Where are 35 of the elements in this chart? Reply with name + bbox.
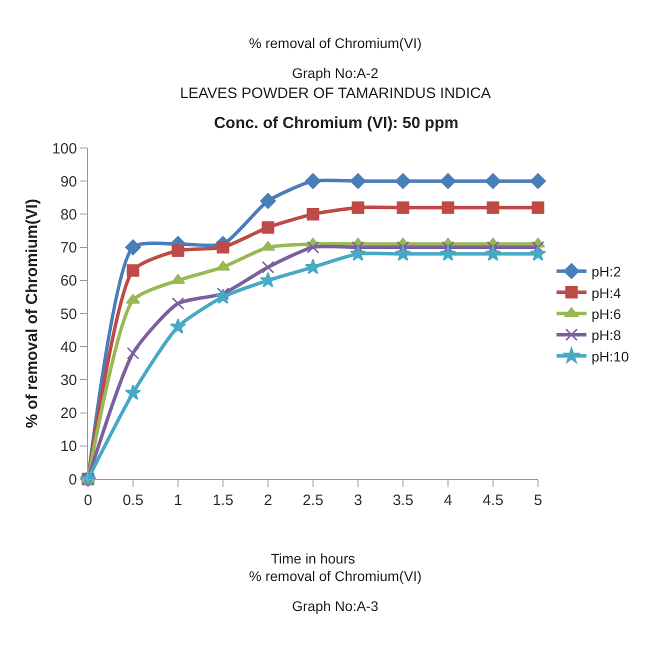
x-tick-label: 1.5 xyxy=(212,492,234,509)
y-tick-label: 0 xyxy=(68,471,77,488)
y-tick-label: 100 xyxy=(52,140,77,158)
y-tick-label: 80 xyxy=(60,206,77,224)
x-tick-label: 4 xyxy=(444,492,452,509)
legend-label: pH:6 xyxy=(592,306,622,322)
text: % removal of Chromium(VI) xyxy=(249,568,422,584)
y-axis-title: % of removal of Chromium(VI) xyxy=(24,198,41,428)
y-tick-label: 60 xyxy=(60,272,77,290)
x-tick-label: 3.5 xyxy=(392,492,414,509)
text: Graph No:A-3 xyxy=(292,598,379,614)
y-tick-label: 20 xyxy=(60,405,77,422)
y-tick-label: 90 xyxy=(60,173,77,190)
y-tick-label: 10 xyxy=(60,438,77,456)
legend-label: pH:10 xyxy=(592,348,630,364)
x-tick-label: 3 xyxy=(354,492,362,509)
x-tick-label: 2.5 xyxy=(302,492,324,509)
chart-title: LEAVES POWDER OF TAMARINDUS INDICA xyxy=(180,85,491,102)
x-tick-label: 0 xyxy=(84,492,92,509)
x-tick-label: 5 xyxy=(534,492,542,509)
x-tick-label: 0.5 xyxy=(122,492,144,509)
x-axis-title: Time in hours xyxy=(270,550,356,566)
x-tick-label: 2 xyxy=(264,492,272,509)
y-tick-label: 40 xyxy=(60,338,77,356)
y-tick-label: 70 xyxy=(60,240,77,257)
x-tick-label: 4.5 xyxy=(482,492,504,509)
legend-label: pH:4 xyxy=(592,284,622,301)
chart-subtitle: Conc. of Chromium (VI): 50 ppm xyxy=(214,115,458,132)
y-tick-label: 30 xyxy=(60,372,77,389)
text: Graph No:A-2 xyxy=(292,65,379,81)
legend-label: pH:2 xyxy=(592,264,622,280)
text: % removal of Chromium(VI) xyxy=(249,35,422,51)
x-tick-label: 1 xyxy=(174,492,182,509)
legend-label: pH:8 xyxy=(592,327,622,344)
y-tick-label: 50 xyxy=(60,306,77,323)
